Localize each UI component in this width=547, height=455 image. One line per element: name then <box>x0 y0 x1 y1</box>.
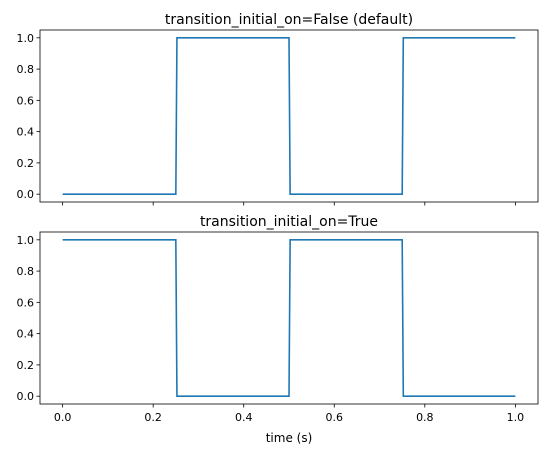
y-tick-label: 0.4 <box>17 328 35 341</box>
subplot-bottom-title: transition_initial_on=True <box>200 214 378 230</box>
y-tick-label: 0.6 <box>17 296 35 309</box>
y-tick-label: 0.0 <box>17 390 35 403</box>
subplot-bottom-series-line <box>62 239 516 397</box>
subplot-top-title: transition_initial_on=False (default) <box>165 12 413 28</box>
x-tick-label: 1.0 <box>507 411 525 424</box>
y-tick-label: 0.4 <box>17 126 35 139</box>
y-tick-label: 0.2 <box>17 157 35 170</box>
subplot-top-ticks: 0.0 0.2 0.4 0.6 0.8 1.0 <box>17 32 516 206</box>
subplot-bottom: transition_initial_on=True 0.00.20.40.60… <box>17 214 539 445</box>
y-tick-label: 0.2 <box>17 359 35 372</box>
y-tick-label: 0.0 <box>17 188 35 201</box>
y-tick-label: 0.8 <box>17 63 35 76</box>
x-tick-label: 0.6 <box>326 411 344 424</box>
x-tick-label: 0.0 <box>54 411 72 424</box>
x-tick-label: 0.2 <box>144 411 162 424</box>
y-tick-label: 0.8 <box>17 265 35 278</box>
y-tick-label: 1.0 <box>17 234 35 247</box>
y-tick-label: 0.6 <box>17 94 35 107</box>
subplot-bottom-ticks: 0.0 0.2 0.4 0.6 0.8 1.0 0.0 0.2 0.4 0.6 0.8 1.0 <box>17 234 525 424</box>
subplot-bottom-frame <box>39 231 539 405</box>
subplot-top-frame <box>39 29 539 203</box>
x-tick-label: 0.4 <box>235 411 253 424</box>
subplot-top: transition_initial_on=False (default) 0.… <box>17 12 539 206</box>
subplot-top-series-line <box>62 37 516 195</box>
y-tick-label: 1.0 <box>17 32 35 45</box>
x-axis-label: time (s) <box>266 431 313 445</box>
x-tick-label: 0.8 <box>416 411 434 424</box>
